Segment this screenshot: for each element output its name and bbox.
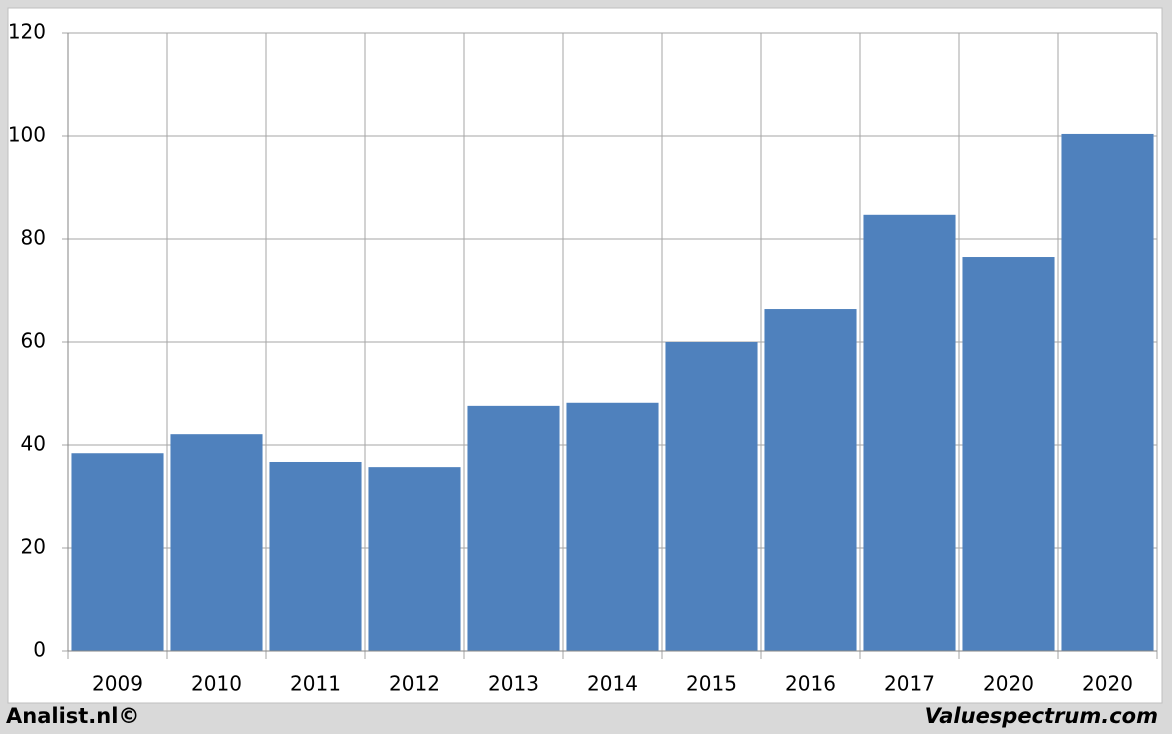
bar [1061, 133, 1154, 651]
x-tick-label: 2020 [1082, 672, 1133, 696]
y-tick-label: 100 [8, 123, 46, 147]
x-tick-label: 2009 [92, 672, 143, 696]
y-tick-label: 80 [21, 226, 46, 250]
y-tick-label: 20 [21, 535, 46, 559]
x-tick-label: 2013 [488, 672, 539, 696]
y-tick-label: 120 [8, 20, 46, 44]
credit-left: Analist.nl© [6, 704, 139, 728]
bar [269, 461, 362, 651]
y-tick-label: 60 [21, 329, 46, 353]
x-tick-label: 2015 [686, 672, 737, 696]
bar [962, 257, 1055, 651]
bar [467, 405, 560, 651]
bar [170, 434, 263, 651]
y-tick-label: 0 [33, 638, 46, 662]
x-tick-label: 2010 [191, 672, 242, 696]
bar [863, 214, 956, 652]
bar [764, 309, 857, 651]
x-tick-label: 2011 [290, 672, 341, 696]
bar [566, 402, 659, 651]
x-tick-label: 2017 [884, 672, 935, 696]
x-tick-label: 2016 [785, 672, 836, 696]
bar [71, 453, 164, 651]
bar [665, 342, 758, 651]
x-tick-label: 2020 [983, 672, 1034, 696]
x-tick-label: 2012 [389, 672, 440, 696]
x-tick-label: 2014 [587, 672, 638, 696]
bar [368, 467, 461, 651]
y-tick-label: 40 [21, 432, 46, 456]
credit-right: Valuespectrum.com [925, 704, 1158, 728]
